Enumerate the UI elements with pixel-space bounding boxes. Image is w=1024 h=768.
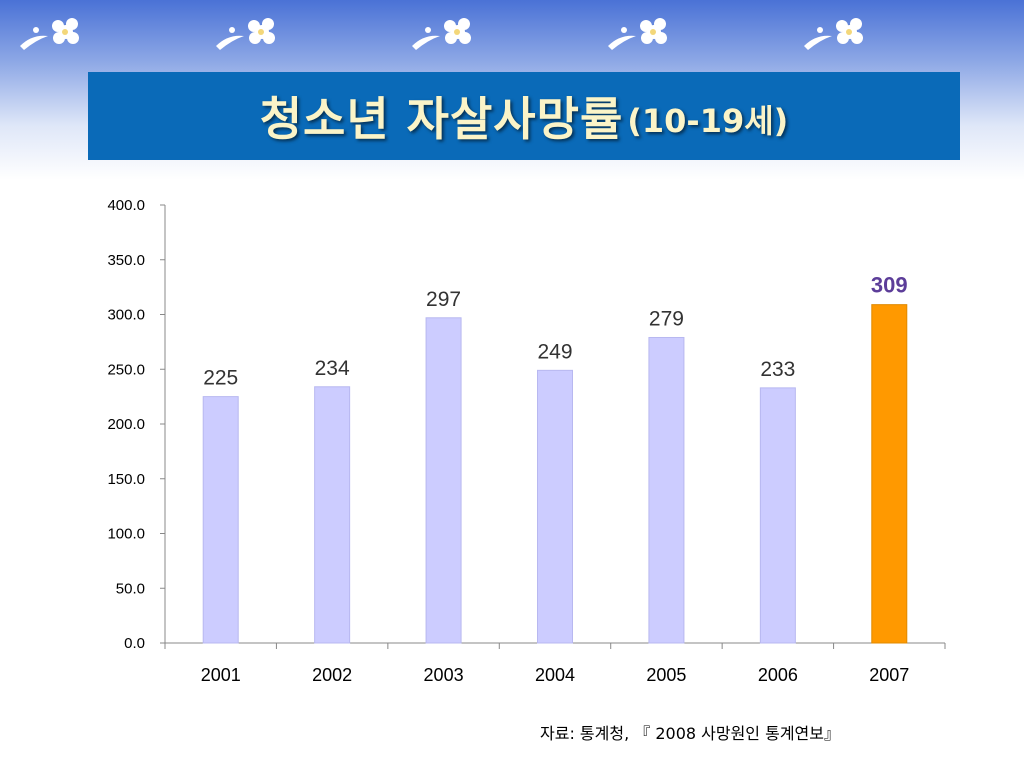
title-banner: 청소년 자살사망률 (10-19세) bbox=[88, 72, 960, 160]
x-tick-label: 2002 bbox=[312, 665, 352, 685]
bar bbox=[425, 317, 462, 644]
data-label: 249 bbox=[537, 340, 572, 363]
flower-icon bbox=[804, 18, 863, 50]
data-label: 225 bbox=[203, 367, 238, 390]
x-tick-label: 2006 bbox=[758, 665, 798, 685]
bar bbox=[648, 336, 685, 644]
y-tick-label: 0.0 bbox=[124, 635, 145, 652]
x-tick-label: 2005 bbox=[646, 665, 686, 685]
flower-icon bbox=[20, 18, 79, 50]
y-tick-label: 200.0 bbox=[107, 416, 145, 433]
data-label: 279 bbox=[649, 307, 684, 330]
bar bbox=[871, 304, 908, 644]
data-label: 234 bbox=[315, 357, 350, 380]
bar bbox=[537, 369, 573, 644]
page-subtitle: (10-19세) bbox=[627, 102, 789, 140]
y-tick-label: 350.0 bbox=[107, 252, 145, 269]
page-title: 청소년 자살사망률 bbox=[259, 92, 624, 146]
bar bbox=[759, 387, 796, 644]
flower-icon bbox=[216, 18, 275, 50]
x-tick-label: 2007 bbox=[869, 665, 909, 685]
x-tick-label: 2001 bbox=[201, 665, 241, 685]
flower-icon bbox=[608, 18, 667, 50]
x-tick-label: 2004 bbox=[535, 665, 575, 685]
y-tick-label: 50.0 bbox=[116, 580, 145, 597]
x-tick-label: 2003 bbox=[424, 665, 464, 685]
y-tick-label: 400.0 bbox=[107, 197, 145, 214]
source-note: 자료: 통계청, 『 2008 사망원인 통계연보』 bbox=[540, 724, 840, 743]
y-tick-label: 100.0 bbox=[107, 526, 145, 543]
data-label: 309 bbox=[871, 273, 908, 298]
data-label: 233 bbox=[760, 358, 795, 381]
y-tick-label: 150.0 bbox=[107, 471, 145, 488]
bar bbox=[314, 386, 351, 644]
y-tick-label: 250.0 bbox=[107, 361, 145, 378]
y-tick-label: 300.0 bbox=[107, 307, 145, 324]
bar bbox=[202, 396, 239, 644]
flower-icon bbox=[412, 18, 471, 50]
data-label: 297 bbox=[426, 288, 461, 311]
